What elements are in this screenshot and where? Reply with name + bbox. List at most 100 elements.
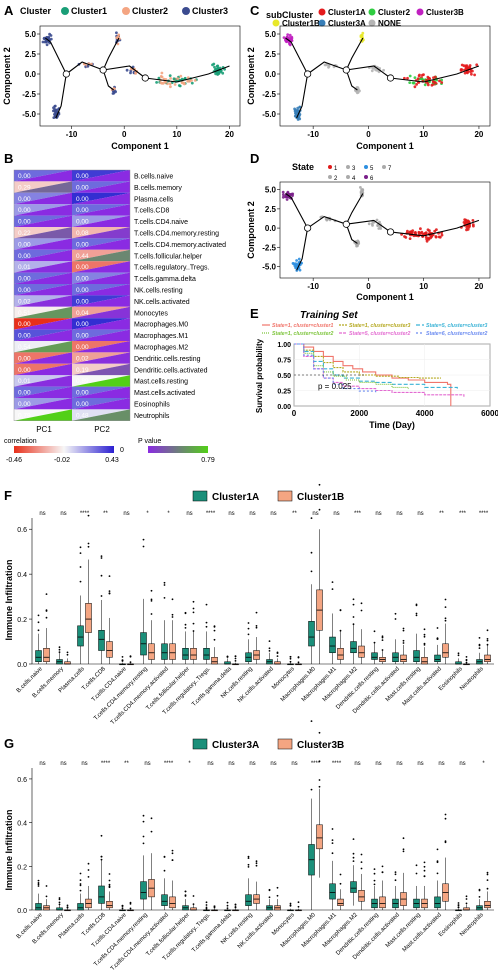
box-outlier — [87, 862, 90, 865]
scatter-point — [49, 34, 53, 37]
box-outlier — [436, 848, 439, 851]
heat-cell-corr — [14, 409, 72, 421]
scatter-point — [159, 75, 163, 78]
box-outlier — [444, 619, 447, 622]
scatter-point — [355, 86, 359, 89]
scatter-point — [475, 63, 479, 67]
scatter-point — [375, 218, 379, 222]
box-outlier — [100, 557, 103, 559]
trajectory-line — [65, 61, 104, 75]
panel-e-letter: E — [250, 306, 259, 321]
box-outlier — [373, 868, 376, 870]
heat-cell-pvalue — [72, 215, 130, 227]
heat-row-label: Eosinophils — [134, 402, 170, 409]
legend-label-cluster3: Cluster3 — [192, 6, 228, 16]
scatter-point — [173, 83, 177, 86]
heat-cell-corr — [14, 375, 72, 387]
box-outlier — [457, 902, 460, 904]
panel-e-ylabel: Survival probability — [255, 338, 264, 413]
sig-label: ns — [249, 761, 255, 767]
heat-cell-corr — [72, 352, 130, 364]
box-outlier — [213, 626, 216, 628]
sig-label: ns — [354, 761, 360, 767]
box-outlier — [373, 630, 376, 633]
box-outlier — [37, 621, 40, 624]
sig-label: ns — [375, 511, 381, 517]
heat-cell-pvalue — [72, 352, 130, 364]
scatter-point — [382, 68, 385, 72]
scatter-point — [460, 63, 464, 67]
legend-label-state-2: 2 — [334, 176, 338, 182]
box-outlier — [276, 894, 279, 897]
box-outlier — [360, 609, 363, 612]
heat-cell-pvalue — [72, 272, 130, 284]
panel-a-axes: -10 0 10 20 5.0 2.5 0.0 -2.5 -5.0 — [22, 30, 234, 139]
scatter-point — [41, 40, 45, 44]
box-outlier — [192, 630, 195, 632]
scatter-point — [86, 64, 90, 68]
box-outlier — [423, 865, 426, 868]
scatter-point — [413, 231, 417, 235]
legend-swatch-state-1 — [328, 165, 332, 169]
box-outlier — [150, 830, 153, 833]
heat-cell-pvalue — [14, 192, 72, 205]
y-tick-label: 5.0 — [265, 186, 277, 195]
box-outlier — [79, 883, 82, 885]
heat-cell-pvalue — [14, 170, 72, 182]
km-legend-label: State=5, cluster=cluster2 — [349, 331, 411, 337]
y-tick-label: 0.0 — [265, 70, 277, 79]
panel-d: D State 1 3 5 7 2 4 6 -10 0 10 20 5.0 2.5 0.0 -2.5 -5.… — [246, 151, 491, 302]
scatter-point — [285, 198, 289, 201]
scatter-point — [45, 43, 49, 47]
scatter-point — [168, 82, 172, 86]
box-outlier — [436, 637, 439, 639]
scatter-point — [430, 83, 434, 87]
sig-label: ns — [417, 511, 423, 517]
box-outlier — [394, 618, 397, 620]
heat-cell-label: 0.04 — [76, 310, 89, 317]
box-outlier — [234, 657, 237, 660]
box-outlier — [478, 896, 481, 898]
box-outlier — [150, 600, 153, 602]
box-outlier — [37, 885, 40, 887]
y-tick-label: -5.0 — [262, 262, 276, 271]
box-outlier — [436, 627, 439, 629]
heat-cell-pvalue — [72, 363, 130, 376]
sig-label: ns — [123, 511, 129, 517]
box-outlier — [415, 612, 418, 615]
heat-cell-corr — [14, 249, 72, 262]
trajectory-line — [55, 73, 67, 119]
heat-cell-pvalue — [14, 329, 72, 341]
box-outlier — [247, 627, 250, 630]
heat-cell-label: 0.51 — [18, 310, 31, 317]
heat-cell-label: 0.00 — [18, 333, 31, 340]
scatter-point — [293, 114, 297, 118]
box-outlier — [486, 643, 489, 646]
box-outlier — [121, 656, 124, 658]
box-outlier — [289, 902, 292, 905]
scatter-point — [440, 78, 443, 82]
box-body — [358, 645, 365, 658]
box-outlier — [247, 857, 250, 859]
sig-label: ns — [186, 511, 192, 517]
panel-g-letter: G — [4, 736, 14, 751]
heat-cell-corr — [72, 386, 130, 398]
legend-swatch-state-5 — [364, 165, 368, 169]
box-outlier — [352, 598, 355, 601]
box-outlier — [129, 907, 132, 910]
km-legend-label: State=5, cluster=cluster3 — [426, 323, 488, 329]
box-body — [43, 648, 50, 663]
box-outlier — [37, 629, 40, 632]
scatter-point — [408, 237, 412, 241]
box-outlier — [171, 598, 174, 601]
box-outlier — [205, 901, 208, 904]
sig-label: ** — [103, 511, 108, 517]
box-body — [161, 643, 168, 660]
box-outlier — [87, 869, 90, 871]
heat-cell-label: 0.48 — [76, 412, 89, 419]
panel-d-plot-frame — [279, 181, 491, 279]
heat-row-label: NK.cells.resting — [134, 288, 183, 295]
scatter-point — [155, 81, 159, 84]
scatter-point — [288, 33, 292, 37]
